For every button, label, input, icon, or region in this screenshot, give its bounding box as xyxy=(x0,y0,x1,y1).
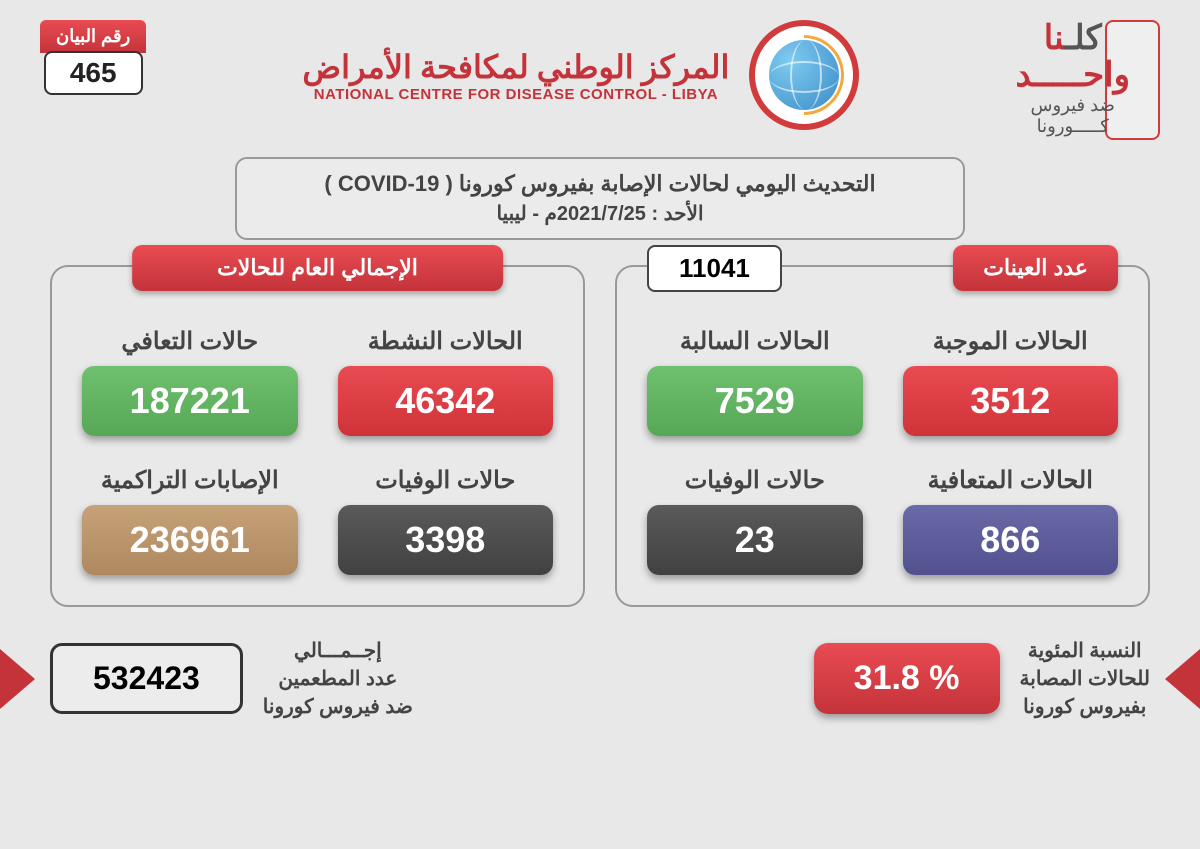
samples-label: عدد العينات xyxy=(953,245,1118,291)
totals-panel: الإجمالي العام للحالات الحالات النشطة 46… xyxy=(50,265,585,607)
slogan-line4: كـــــورونا xyxy=(1015,116,1130,137)
center-arabic-title: المركز الوطني لمكافحة الأمراض xyxy=(302,48,729,86)
slogan-line3: ضد فيروس xyxy=(1015,95,1130,116)
stat-recovered-total: حالات التعافي 187221 xyxy=(82,327,298,436)
footer-row: النسبة المئوية للحالات المصابة بفيروس كو… xyxy=(0,607,1200,721)
percent-block: النسبة المئوية للحالات المصابة بفيروس كو… xyxy=(615,637,1150,721)
triangle-accent-icon xyxy=(0,649,35,709)
totals-label: الإجمالي العام للحالات xyxy=(132,245,504,291)
globe-icon xyxy=(769,40,839,110)
stat-deaths-daily: حالات الوفيات 23 xyxy=(647,466,863,575)
header: كلـنا واحـــــد ضد فيروس كـــــورونا الم… xyxy=(0,0,1200,147)
vaccinated-block: إجــمـــالي عدد المطعمين ضد فيروس كورونا… xyxy=(50,637,585,721)
stat-recovered-daily: الحالات المتعافية 866 xyxy=(903,466,1119,575)
update-date: الأحد : 2021/7/25م - ليبيا xyxy=(257,201,943,226)
ncdc-logo-icon xyxy=(749,20,859,130)
center-english-title: NATIONAL CENTRE FOR DISEASE CONTROL - LI… xyxy=(302,86,729,103)
slogan-line1: كلـنا xyxy=(1015,20,1130,57)
stat-negative: الحالات السالبة 7529 xyxy=(647,327,863,436)
stat-positive: الحالات الموجبة 3512 xyxy=(903,327,1119,436)
samples-value: 11041 xyxy=(647,245,782,292)
stat-cumulative: الإصابات التراكمية 236961 xyxy=(82,466,298,575)
stat-active: الحالات النشطة 46342 xyxy=(338,327,554,436)
statement-value: 465 xyxy=(44,51,143,95)
update-title: التحديث اليومي لحالات الإصابة بفيروس كور… xyxy=(257,171,943,197)
slogan-block: كلـنا واحـــــد ضد فيروس كـــــورونا xyxy=(1015,20,1160,137)
triangle-accent-icon xyxy=(1165,649,1200,709)
main-panels: عدد العينات 11041 الحالات الموجبة 3512 ا… xyxy=(0,265,1200,607)
percent-label: النسبة المئوية للحالات المصابة بفيروس كو… xyxy=(1020,637,1150,721)
vaccinated-label: إجــمـــالي عدد المطعمين ضد فيروس كورونا xyxy=(263,637,413,721)
center-header: المركز الوطني لمكافحة الأمراض NATIONAL C… xyxy=(302,20,859,130)
statement-badge: رقم البيان 465 xyxy=(40,20,146,95)
daily-panel: عدد العينات 11041 الحالات الموجبة 3512 ا… xyxy=(615,265,1150,607)
statement-label: رقم البيان xyxy=(40,20,146,53)
update-banner: التحديث اليومي لحالات الإصابة بفيروس كور… xyxy=(235,157,965,240)
slogan-line2: واحـــــد xyxy=(1015,57,1130,94)
percent-value: % 31.8 xyxy=(814,643,1000,714)
stat-deaths-total: حالات الوفيات 3398 xyxy=(338,466,554,575)
vaccinated-value: 532423 xyxy=(50,643,243,714)
